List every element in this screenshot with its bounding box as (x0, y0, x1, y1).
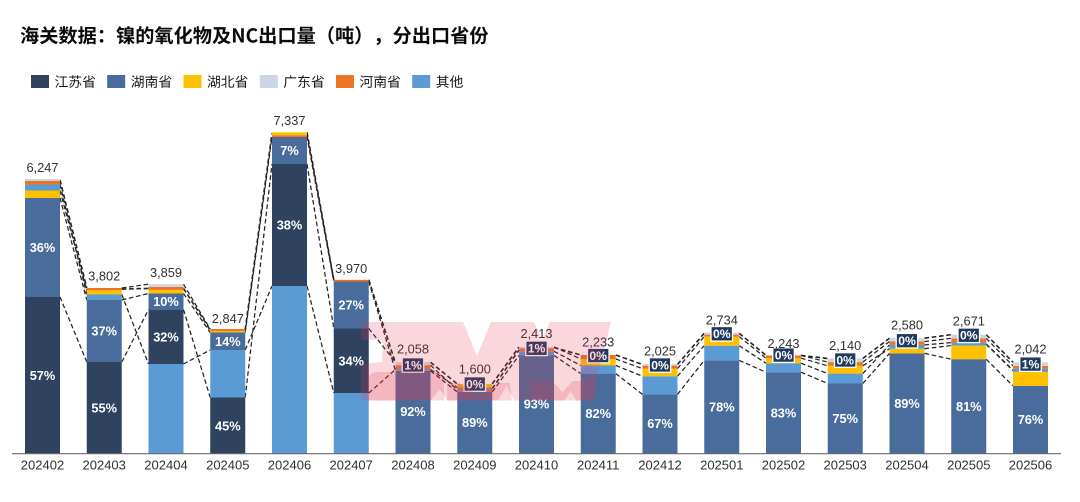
svg-text:1,600: 1,600 (459, 361, 491, 376)
svg-text:202411: 202411 (577, 458, 619, 473)
svg-text:2,243: 2,243 (767, 336, 799, 351)
svg-text:3,970: 3,970 (335, 261, 367, 276)
svg-text:89%: 89% (894, 396, 920, 411)
svg-text:78%: 78% (709, 400, 735, 415)
svg-text:202407: 202407 (330, 458, 373, 473)
svg-text:34%: 34% (338, 353, 364, 368)
svg-text:2,058: 2,058 (397, 341, 429, 356)
svg-text:27%: 27% (338, 298, 364, 313)
svg-text:2,233: 2,233 (582, 334, 614, 349)
svg-text:76%: 76% (1018, 412, 1044, 427)
svg-text:75%: 75% (832, 411, 858, 426)
svg-text:14%: 14% (215, 334, 241, 349)
svg-text:0%: 0% (960, 329, 978, 343)
svg-text:0%: 0% (713, 327, 731, 341)
svg-text:2,140: 2,140 (829, 338, 861, 353)
svg-text:93%: 93% (524, 397, 550, 412)
svg-text:37%: 37% (91, 324, 117, 339)
svg-text:2,847: 2,847 (212, 311, 244, 326)
svg-text:202410: 202410 (515, 458, 558, 473)
svg-text:89%: 89% (462, 415, 488, 430)
svg-text:6,247: 6,247 (26, 160, 58, 175)
svg-text:0%: 0% (589, 349, 607, 363)
svg-text:57%: 57% (30, 368, 56, 383)
svg-text:202503: 202503 (824, 458, 867, 473)
svg-text:45%: 45% (215, 418, 241, 433)
svg-text:2,042: 2,042 (1014, 341, 1046, 356)
svg-text:202406: 202406 (268, 458, 311, 473)
svg-text:7,337: 7,337 (273, 113, 305, 128)
svg-text:1%: 1% (1022, 357, 1040, 371)
svg-text:0%: 0% (836, 353, 854, 367)
svg-text:202412: 202412 (638, 458, 681, 473)
svg-text:3,802: 3,802 (88, 268, 120, 283)
svg-text:202501: 202501 (700, 458, 743, 473)
svg-text:202409: 202409 (453, 458, 496, 473)
svg-text:92%: 92% (400, 404, 426, 419)
svg-text:81%: 81% (956, 399, 982, 414)
svg-text:202502: 202502 (762, 458, 805, 473)
svg-text:202405: 202405 (206, 458, 249, 473)
svg-text:55%: 55% (91, 401, 117, 416)
svg-text:0%: 0% (898, 334, 916, 348)
svg-text:202505: 202505 (947, 458, 990, 473)
svg-text:0%: 0% (775, 348, 793, 362)
svg-text:2,580: 2,580 (891, 317, 923, 332)
svg-text:67%: 67% (647, 416, 673, 431)
svg-text:0%: 0% (651, 358, 669, 372)
svg-text:82%: 82% (585, 406, 611, 421)
svg-text:202403: 202403 (83, 458, 126, 473)
svg-text:202408: 202408 (391, 458, 434, 473)
svg-text:1%: 1% (528, 342, 546, 356)
svg-text:38%: 38% (277, 218, 303, 233)
svg-text:0%: 0% (466, 377, 484, 391)
svg-text:202404: 202404 (144, 458, 187, 473)
svg-text:202506: 202506 (1009, 458, 1052, 473)
svg-text:10%: 10% (153, 294, 179, 309)
svg-text:2,671: 2,671 (953, 313, 985, 328)
svg-text:36%: 36% (30, 240, 56, 255)
svg-text:7%: 7% (280, 143, 299, 158)
svg-text:202402: 202402 (21, 458, 64, 473)
svg-text:3,859: 3,859 (150, 265, 182, 280)
svg-text:32%: 32% (153, 329, 179, 344)
svg-text:1%: 1% (404, 358, 422, 372)
svg-text:202504: 202504 (885, 458, 928, 473)
svg-text:2,025: 2,025 (644, 343, 676, 358)
svg-text:2,734: 2,734 (706, 312, 738, 327)
svg-text:83%: 83% (771, 406, 797, 421)
svg-text:2,413: 2,413 (520, 326, 552, 341)
